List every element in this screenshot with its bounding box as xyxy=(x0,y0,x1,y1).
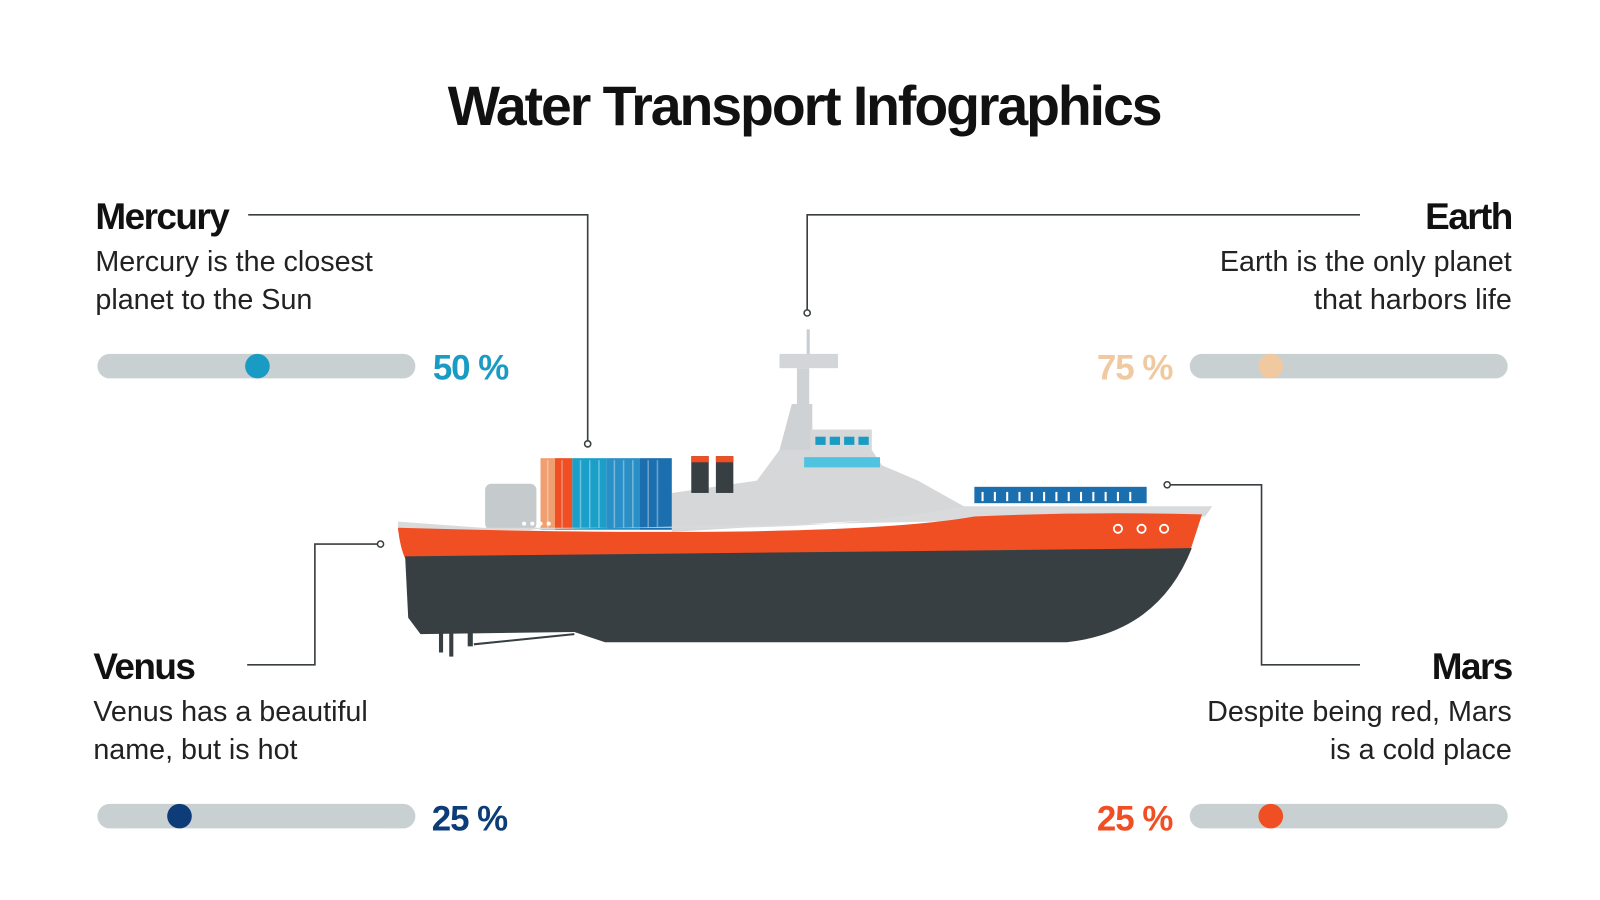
item-text: name, but is hot xyxy=(93,734,297,766)
progress-track xyxy=(1189,353,1508,379)
connector-end xyxy=(376,540,385,548)
item-percent: 75 % xyxy=(1097,348,1173,387)
connector xyxy=(1170,483,1360,666)
connector xyxy=(247,543,378,666)
connector xyxy=(806,213,1360,311)
ship-illustration xyxy=(397,329,1213,657)
progress-dot xyxy=(1258,353,1284,379)
progress-track xyxy=(1189,803,1508,829)
connector-end xyxy=(1163,480,1172,489)
item-text: Despite being red, Mars xyxy=(1207,696,1512,728)
title: Water Transport Infographics xyxy=(448,75,1161,137)
progress-track xyxy=(97,803,416,829)
item-name: Venus xyxy=(93,646,194,687)
item-name: Mercury xyxy=(95,196,230,237)
item-name: Mars xyxy=(1432,646,1512,687)
item-text: Earth is the only planet xyxy=(1220,246,1512,278)
connector-end xyxy=(803,309,812,317)
item-text: Venus has a beautiful xyxy=(93,696,367,728)
connector-end xyxy=(583,440,592,448)
item-text: is a cold place xyxy=(1330,734,1512,766)
item-text: Mercury is the closest xyxy=(95,246,373,278)
item-percent: 50 % xyxy=(433,348,509,387)
progress-dot xyxy=(1258,803,1284,829)
item-text: that harbors life xyxy=(1314,284,1512,316)
item-text: planet to the Sun xyxy=(95,284,312,316)
connector xyxy=(248,213,589,442)
progress-dot xyxy=(167,803,192,829)
progress-dot xyxy=(245,353,270,379)
item-name: Earth xyxy=(1425,196,1512,237)
item-percent: 25 % xyxy=(1097,799,1173,838)
item-percent: 25 % xyxy=(432,799,508,838)
